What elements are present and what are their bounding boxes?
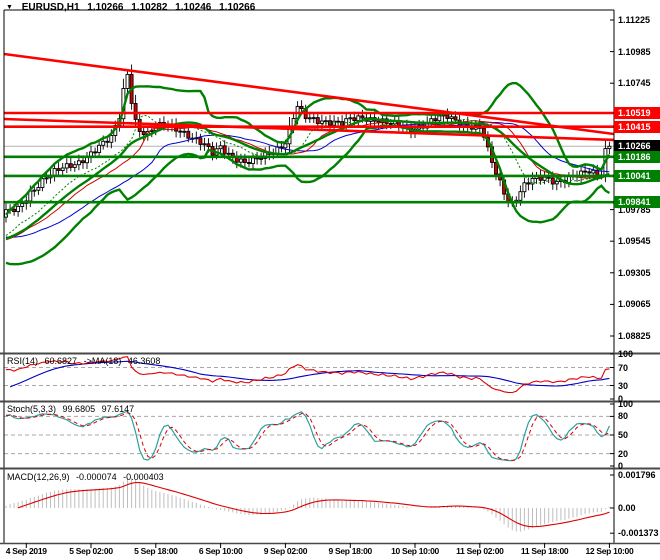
time-axis-label: 5 Sep 02:00 xyxy=(69,546,113,556)
price-badge-current: 1.10266 xyxy=(614,140,660,153)
price-badge-support: 1.10041 xyxy=(614,169,660,182)
macd-signal-value: -0.000403 xyxy=(123,472,164,482)
price-tick-label: 1.10745 xyxy=(618,78,651,89)
stoch-signal-line xyxy=(5,412,610,461)
stoch-name: Stoch(5,3,3) xyxy=(7,404,57,414)
macd-scale-label: 0.001796 xyxy=(618,469,656,480)
price-badge-support: 1.09841 xyxy=(614,196,660,209)
rsi-scale-label: 100 xyxy=(618,349,634,359)
symbol-dropdown-icon[interactable]: ▼ xyxy=(6,4,13,11)
stoch-k-value: 99.6805 xyxy=(62,404,96,414)
price-tick-label: 1.09545 xyxy=(618,236,651,247)
rsi-panel xyxy=(4,356,614,394)
time-axis-label: 12 Sep 10:00 xyxy=(585,546,634,556)
time-axis-label: 10 Sep 10:00 xyxy=(391,546,439,556)
price-tick-label: 1.11225 xyxy=(618,15,651,25)
price-badge-support: 1.10186 xyxy=(614,150,660,163)
main-panel xyxy=(4,52,614,266)
stoch-main-line xyxy=(5,410,610,462)
trend-line xyxy=(4,117,614,142)
moving-average-lips xyxy=(5,114,610,236)
symbol-period-label: EURUSD,H1 xyxy=(21,2,80,13)
price-badge-resistance: 1.10519 xyxy=(614,106,660,119)
ohlc-close: 1.10266 xyxy=(219,2,256,13)
time-axis-label: 11 Sep 18:00 xyxy=(520,546,569,556)
chart-frame xyxy=(0,9,660,548)
macd-signal-line xyxy=(17,481,610,528)
bollinger-band-middle xyxy=(5,117,610,240)
macd-header: MACD(12,26,9) -0.000074 -0.000403 xyxy=(7,472,168,482)
rsi-scale-label: 70 xyxy=(618,362,629,373)
rsi-ma-line xyxy=(9,360,610,388)
ohlc-open: 1.10266 xyxy=(87,2,124,13)
rsi-ma-value: 46.3608 xyxy=(127,356,161,366)
rsi-scale-label: 0 xyxy=(618,394,624,404)
price-badge-resistance: 1.10415 xyxy=(614,120,660,133)
price-tick-label: 1.09065 xyxy=(618,299,651,310)
time-axis-label: 4 Sep 2019 xyxy=(5,546,47,556)
stoch-scale-label: 50 xyxy=(618,430,629,440)
stochastic-panel xyxy=(4,410,614,462)
chart-title: ▼ EURUSD,H1 1.10266 1.10282 1.10246 1.10… xyxy=(6,2,255,13)
bollinger-band-upper xyxy=(5,82,611,216)
ohlc-high: 1.10282 xyxy=(131,2,168,13)
price-tick-label: 1.09785 xyxy=(618,204,651,215)
rsi-name: RSI(14) xyxy=(7,356,39,366)
rsi-value: 60.6827 xyxy=(44,356,78,366)
stoch-scale-label: 0 xyxy=(618,461,624,471)
price-tick-label: 1.08825 xyxy=(618,331,651,341)
rsi-header: RSI(14) 60.6827 ->MA(18) 46.3608 xyxy=(7,356,164,366)
time-axis-label: 9 Sep 02:00 xyxy=(263,546,308,556)
time-axis-label: 6 Sep 10:00 xyxy=(198,546,243,556)
time-axis-label: 5 Sep 18:00 xyxy=(134,546,178,556)
stoch-header: Stoch(5,3,3) 99.6805 97.6147 xyxy=(7,404,138,414)
rsi-line xyxy=(5,356,610,394)
price-tick-label: 1.10985 xyxy=(618,46,651,57)
stoch-scale-label: 80 xyxy=(618,411,629,422)
macd-main-value: -0.000074 xyxy=(76,472,117,482)
bollinger-band-lower xyxy=(5,124,611,266)
macd-name: MACD(12,26,9) xyxy=(7,472,70,482)
macd-scale-label: -0.001373 xyxy=(618,528,659,539)
price-tick-label: 1.09305 xyxy=(618,267,651,278)
stoch-scale-label: 100 xyxy=(618,399,634,409)
stoch-scale-label: 20 xyxy=(618,448,629,459)
moving-average-jaw xyxy=(5,121,610,238)
bull-candles xyxy=(4,73,612,218)
rsi-scale-label: 30 xyxy=(618,380,629,391)
ohlc-low: 1.10246 xyxy=(175,2,212,13)
trend-line xyxy=(4,52,614,136)
rsi-ma-name: ->MA(18) xyxy=(83,356,122,366)
time-axis-label: 11 Sep 02:00 xyxy=(456,546,504,556)
moving-average-teeth xyxy=(5,120,610,241)
time-axis-label: 9 Sep 18:00 xyxy=(328,546,373,556)
macd-scale-label: 0.00 xyxy=(618,503,636,513)
stoch-d-value: 97.6147 xyxy=(101,404,135,414)
